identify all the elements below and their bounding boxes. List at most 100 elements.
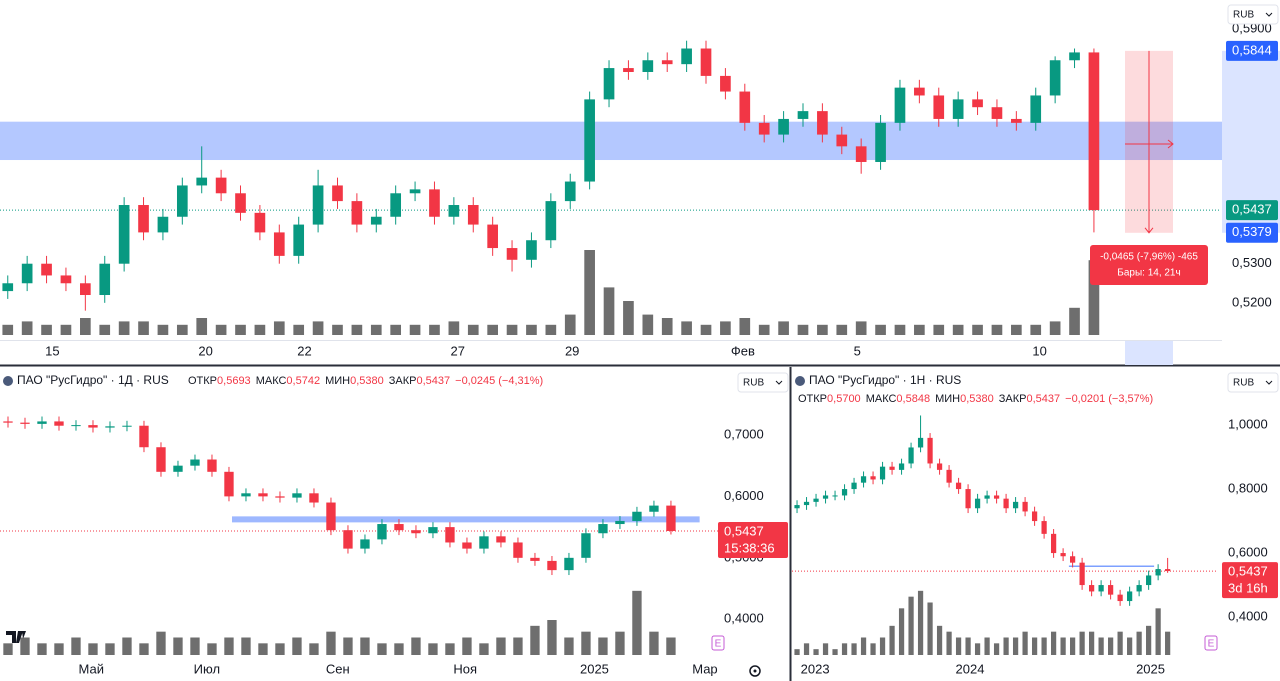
volume-bar bbox=[41, 324, 52, 335]
volume-bar bbox=[105, 643, 115, 655]
x-tick-label: 15 bbox=[45, 343, 59, 358]
candle-body bbox=[1165, 569, 1171, 572]
volume-bar bbox=[894, 324, 906, 335]
candle-body bbox=[547, 560, 557, 571]
event-marker[interactable] bbox=[1204, 635, 1218, 651]
candle-body bbox=[513, 542, 523, 558]
price-tag bbox=[1226, 222, 1278, 243]
candle-body bbox=[326, 502, 336, 531]
volume-bar bbox=[1108, 637, 1114, 655]
volume-bar bbox=[870, 643, 876, 655]
candle-body bbox=[984, 495, 990, 499]
volume-bar bbox=[1069, 307, 1080, 335]
event-marker-label: E bbox=[715, 639, 722, 650]
symbol-title: ПАО "РусГидро" · 1Д · RUS bbox=[17, 373, 169, 387]
candle-body bbox=[1146, 575, 1152, 586]
x-tick-label: 20 bbox=[198, 343, 212, 358]
candle-body bbox=[545, 201, 557, 241]
candle-body bbox=[80, 283, 91, 296]
volume-bar bbox=[312, 321, 324, 335]
currency-button[interactable] bbox=[737, 372, 789, 393]
x-tick-label: 10 bbox=[1032, 343, 1046, 358]
volume-bar bbox=[462, 637, 472, 655]
candle-body bbox=[343, 530, 353, 549]
candle-body bbox=[506, 248, 518, 260]
candle-body bbox=[681, 48, 692, 65]
volume-bar bbox=[914, 324, 925, 335]
volume-bar bbox=[411, 637, 421, 655]
candle-body bbox=[487, 224, 498, 249]
volume-bar bbox=[547, 620, 557, 655]
volume-bar bbox=[332, 324, 343, 335]
candle-body bbox=[60, 275, 72, 284]
candle-body bbox=[822, 495, 829, 499]
volume-bar bbox=[927, 602, 933, 655]
candle-body bbox=[739, 91, 751, 123]
volume-bar bbox=[974, 643, 981, 655]
volume-bar bbox=[157, 324, 169, 335]
volume-bar bbox=[1030, 324, 1042, 335]
candle-body bbox=[105, 426, 115, 428]
volume-bar bbox=[615, 631, 625, 655]
candle-body bbox=[332, 185, 343, 202]
event-marker[interactable] bbox=[711, 635, 725, 651]
candle-body bbox=[813, 498, 819, 502]
candle-body bbox=[1089, 585, 1095, 592]
volume-bar bbox=[71, 637, 81, 655]
volume-bar bbox=[1136, 631, 1142, 655]
x-tick-label: 2025 bbox=[580, 661, 609, 676]
stat-value: 0,5437 bbox=[1026, 393, 1060, 405]
currency-chevron bbox=[1265, 380, 1273, 385]
candle-body bbox=[875, 122, 886, 162]
candle-body bbox=[207, 459, 217, 472]
candle-body bbox=[88, 425, 98, 428]
candle-body bbox=[778, 118, 789, 135]
volume-bar bbox=[139, 643, 149, 655]
volume-bar bbox=[836, 324, 848, 335]
volume-bar bbox=[513, 637, 523, 655]
x-tick-label: Июл bbox=[194, 661, 220, 676]
currency-button[interactable] bbox=[1227, 4, 1279, 25]
candle-body bbox=[254, 212, 266, 233]
volume-bar bbox=[496, 637, 506, 655]
candle-body bbox=[914, 87, 925, 96]
volume-bar bbox=[1079, 631, 1085, 655]
volume-bar bbox=[1089, 631, 1095, 655]
y-tick-label: 0,4000 bbox=[724, 611, 764, 626]
y-tick-label: 0,6000 bbox=[724, 488, 764, 503]
volume-bar bbox=[99, 324, 111, 335]
x-tick-label: Сен bbox=[326, 661, 350, 676]
stat-value: 0,5848 bbox=[896, 393, 930, 405]
volume-bar bbox=[972, 324, 983, 335]
price-tag bbox=[1226, 40, 1278, 61]
volume-bar bbox=[241, 637, 251, 655]
measure-arrow-head bbox=[1167, 139, 1174, 149]
candle-body bbox=[462, 542, 472, 549]
settings-icon[interactable] bbox=[749, 665, 761, 677]
candle-body bbox=[3, 421, 13, 423]
candle-body bbox=[530, 557, 540, 561]
volume-bar bbox=[445, 643, 455, 655]
volume-bar bbox=[390, 324, 402, 335]
candle-body bbox=[1049, 60, 1061, 96]
candle-body bbox=[377, 524, 387, 540]
volume-bar bbox=[60, 324, 72, 335]
candle-body bbox=[927, 437, 933, 464]
volume-bar bbox=[118, 321, 130, 335]
volume-bar bbox=[487, 324, 498, 335]
candle-body bbox=[390, 193, 402, 217]
currency-button[interactable] bbox=[1227, 372, 1279, 393]
candle-body bbox=[394, 524, 404, 531]
stat-value: 0,5700 bbox=[827, 393, 861, 405]
candle-body bbox=[196, 177, 208, 186]
volume-bar bbox=[351, 324, 363, 335]
volume-bar bbox=[2, 324, 14, 335]
symbol-title: ПАО "РусГидро" · 1Н · RUS bbox=[809, 373, 961, 387]
candle-body bbox=[1117, 594, 1123, 602]
volume-bar bbox=[190, 637, 200, 655]
volume-bar bbox=[598, 637, 608, 655]
volume-bar bbox=[370, 324, 382, 335]
volume-bar bbox=[1022, 631, 1028, 655]
x-tick-label: 22 bbox=[297, 343, 311, 358]
candle-body bbox=[292, 493, 302, 498]
